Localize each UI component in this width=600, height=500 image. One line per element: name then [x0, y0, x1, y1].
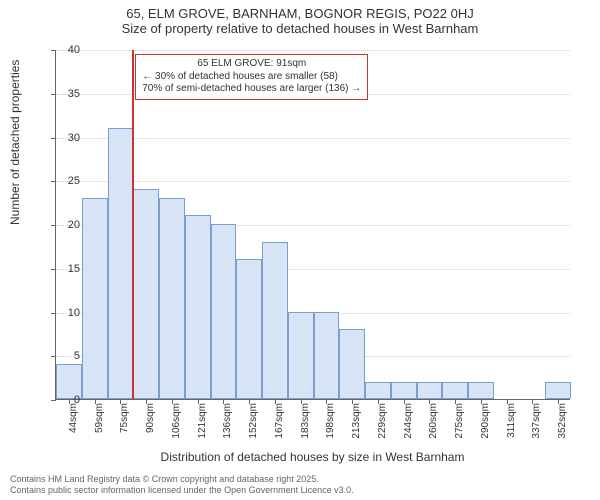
x-tick-label: 213sqm [351, 403, 362, 443]
plot-area: 65 ELM GROVE: 91sqm← 30% of detached hou… [55, 50, 570, 400]
x-tick-label: 260sqm [428, 403, 439, 443]
histogram-bar [82, 198, 108, 399]
x-tick-label: 152sqm [248, 403, 259, 443]
x-tick-label: 311sqm [506, 403, 517, 443]
x-tick-label: 183sqm [300, 403, 311, 443]
x-tick-label: 290sqm [480, 403, 491, 443]
annotation-line: ← 30% of detached houses are smaller (58… [142, 71, 361, 84]
y-tick-label: 5 [50, 350, 80, 362]
y-tick-label: 30 [50, 132, 80, 144]
x-tick-label: 244sqm [403, 403, 414, 443]
x-tick-label: 167sqm [274, 403, 285, 443]
histogram-bar [159, 198, 185, 399]
histogram-bar [442, 382, 468, 400]
y-tick-label: 35 [50, 88, 80, 100]
histogram-bar [108, 128, 134, 399]
histogram-bar [288, 312, 314, 400]
x-tick-label: 352sqm [557, 403, 568, 443]
histogram-bar [339, 329, 365, 399]
annotation-line: 65 ELM GROVE: 91sqm [142, 58, 361, 71]
y-tick-label: 15 [50, 263, 80, 275]
histogram-bar [417, 382, 443, 400]
x-tick-label: 275sqm [454, 403, 465, 443]
reference-line [132, 50, 134, 399]
footer-line1: Contains HM Land Registry data © Crown c… [10, 474, 354, 485]
x-tick-label: 198sqm [325, 403, 336, 443]
footer-line2: Contains public sector information licen… [10, 485, 354, 496]
histogram-bar [262, 242, 288, 400]
histogram-bar [468, 382, 494, 400]
title-line1: 65, ELM GROVE, BARNHAM, BOGNOR REGIS, PO… [0, 6, 600, 21]
title-line2: Size of property relative to detached ho… [0, 21, 600, 36]
histogram-bar [545, 382, 571, 400]
histogram-bar [314, 312, 340, 400]
x-axis-label: Distribution of detached houses by size … [55, 450, 570, 464]
histogram-bar [185, 215, 211, 399]
y-tick-label: 10 [50, 307, 80, 319]
x-tick-label: 59sqm [94, 403, 105, 443]
y-tick-label: 25 [50, 175, 80, 187]
x-tick-label: 75sqm [119, 403, 130, 443]
histogram-bar [236, 259, 262, 399]
histogram-bar [365, 382, 391, 400]
title-block: 65, ELM GROVE, BARNHAM, BOGNOR REGIS, PO… [0, 0, 600, 36]
histogram-bar [133, 189, 159, 399]
y-axis-label: Number of detached properties [8, 60, 22, 225]
x-tick-label: 106sqm [171, 403, 182, 443]
x-tick-label: 136sqm [222, 403, 233, 443]
x-tick-label: 229sqm [377, 403, 388, 443]
histogram-bar [211, 224, 237, 399]
annotation-line: 70% of semi-detached houses are larger (… [142, 83, 361, 96]
x-tick-label: 90sqm [145, 403, 156, 443]
footer-attribution: Contains HM Land Registry data © Crown c… [10, 474, 354, 496]
y-tick-label: 20 [50, 219, 80, 231]
x-tick-label: 44sqm [68, 403, 79, 443]
y-tick-label: 40 [50, 44, 80, 56]
chart-container: 65, ELM GROVE, BARNHAM, BOGNOR REGIS, PO… [0, 0, 600, 500]
x-tick-label: 121sqm [197, 403, 208, 443]
histogram-bar [391, 382, 417, 400]
x-tick-label: 337sqm [531, 403, 542, 443]
annotation-box: 65 ELM GROVE: 91sqm← 30% of detached hou… [135, 54, 368, 100]
